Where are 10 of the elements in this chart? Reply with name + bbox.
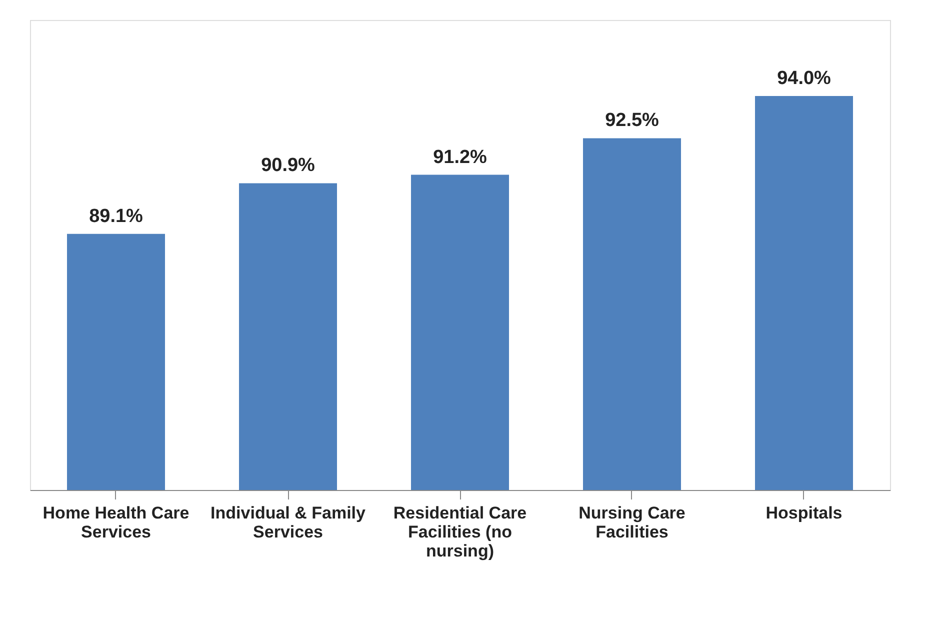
data-label: 91.2% bbox=[433, 146, 488, 168]
x-tick-label: Residential Care Facilities (no nursing) bbox=[393, 504, 527, 560]
data-label: 90.9% bbox=[261, 155, 316, 176]
x-tick-label: Hospitals bbox=[766, 504, 842, 522]
data-label: 89.1% bbox=[89, 206, 144, 227]
x-tick-label: Home Health Care Services bbox=[42, 504, 190, 542]
data-label: 92.5% bbox=[605, 110, 660, 132]
data-label: 94.0% bbox=[777, 68, 832, 89]
x-tick-label: Individual & Family Services bbox=[210, 504, 366, 542]
x-tick-label: Nursing Care Facilities bbox=[578, 504, 686, 542]
